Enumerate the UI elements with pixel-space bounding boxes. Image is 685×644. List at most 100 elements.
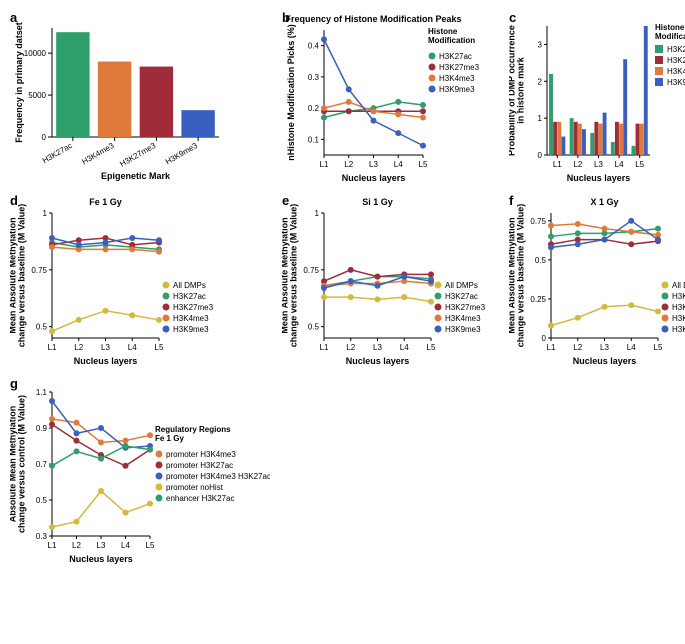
panel-f: f X 1 Gy00.250.50.75L1L2L3L4L5Nucleus la… xyxy=(509,193,685,368)
bar-H3K27ac xyxy=(56,32,89,137)
svg-text:0: 0 xyxy=(542,334,547,343)
panel-label-c: c xyxy=(509,10,516,25)
legend-marker xyxy=(435,304,442,311)
legend-label: H3K9me3 xyxy=(445,325,481,334)
legend-label: H3K9me3 xyxy=(667,78,685,87)
legend-marker xyxy=(662,304,669,311)
legend-marker xyxy=(662,315,669,322)
svg-text:0: 0 xyxy=(538,151,543,160)
svg-text:0.5: 0.5 xyxy=(36,323,48,332)
panel-label-a: a xyxy=(10,10,17,25)
marker xyxy=(602,226,608,232)
marker xyxy=(548,244,554,250)
marker xyxy=(371,118,377,124)
marker xyxy=(49,235,55,241)
svg-text:L4: L4 xyxy=(128,343,137,352)
svg-text:L5: L5 xyxy=(427,343,436,352)
svg-text:L4: L4 xyxy=(615,160,624,169)
legend-marker xyxy=(163,293,170,300)
legend-label: H3K27ac xyxy=(667,45,685,54)
legend-marker xyxy=(435,293,442,300)
svg-text:0.5: 0.5 xyxy=(308,323,320,332)
legend-label: promoter noHist xyxy=(166,483,224,492)
marker xyxy=(428,271,434,277)
legend-swatch xyxy=(655,45,663,53)
bar xyxy=(549,74,553,155)
svg-text:Nucleus layers: Nucleus layers xyxy=(346,356,410,366)
marker xyxy=(602,304,608,310)
marker xyxy=(348,294,354,300)
legend-marker xyxy=(156,495,163,502)
panel-d: d Fe 1 Gy0.50.751L1L2L3L4L5Nucleus layer… xyxy=(10,193,270,368)
line-chart-d: Fe 1 Gy0.50.751L1L2L3L4L5Nucleus layersM… xyxy=(10,193,225,368)
bar xyxy=(640,124,644,155)
marker xyxy=(395,99,401,105)
marker xyxy=(156,237,162,243)
marker xyxy=(346,108,352,114)
bar-chart-a: 0500010000H3K27acH3K4me3H3K27me3H3K9me3E… xyxy=(10,10,225,185)
marker xyxy=(49,328,55,334)
bar xyxy=(631,146,635,155)
marker xyxy=(401,294,407,300)
marker xyxy=(420,143,426,149)
legend-marker xyxy=(662,282,669,289)
marker xyxy=(123,438,129,444)
bar xyxy=(636,124,640,155)
bar xyxy=(574,122,578,155)
panel-label-g: g xyxy=(10,376,18,391)
legend-label: promoter H3K4me3 xyxy=(166,450,236,459)
line-chart-g: 0.30.50.70.91.1L1L2L3L4L5Nucleus layersA… xyxy=(10,376,270,566)
marker xyxy=(346,99,352,105)
marker xyxy=(428,278,434,284)
bar xyxy=(623,59,627,155)
marker xyxy=(395,111,401,117)
legend-swatch xyxy=(655,67,663,75)
marker xyxy=(98,439,104,445)
legend-label: H3K27ac xyxy=(672,292,685,301)
legend-label: H3K4me3 xyxy=(173,314,209,323)
svg-text:L2: L2 xyxy=(72,541,81,550)
svg-text:0.75: 0.75 xyxy=(530,217,546,226)
svg-text:0.75: 0.75 xyxy=(31,266,47,275)
svg-text:L2: L2 xyxy=(346,343,355,352)
svg-text:L1: L1 xyxy=(48,343,57,352)
legend-marker xyxy=(662,293,669,300)
marker xyxy=(628,229,634,235)
svg-text:nHistone Modification Picks (%: nHistone Modification Picks (%) xyxy=(286,24,296,161)
svg-text:L3: L3 xyxy=(369,160,378,169)
panel-c: c 0123L1L2L3L4L5Nucleus layersProbabilit… xyxy=(509,10,685,185)
svg-text:L4: L4 xyxy=(121,541,130,550)
svg-text:Histone: Histone xyxy=(428,27,458,36)
bar xyxy=(578,124,582,155)
svg-text:L5: L5 xyxy=(635,160,644,169)
legend-marker xyxy=(429,75,436,82)
svg-text:L3: L3 xyxy=(97,541,106,550)
svg-text:0.9: 0.9 xyxy=(36,424,48,433)
legend-label: H3K27ac xyxy=(445,292,478,301)
svg-text:L4: L4 xyxy=(400,343,409,352)
svg-text:Nucleus layers: Nucleus layers xyxy=(74,356,138,366)
marker xyxy=(575,315,581,321)
svg-text:0.1: 0.1 xyxy=(308,135,320,144)
svg-text:L5: L5 xyxy=(654,343,663,352)
marker xyxy=(575,221,581,227)
marker xyxy=(655,237,661,243)
svg-text:H3K4me3: H3K4me3 xyxy=(80,141,116,167)
svg-text:Fe 1 Gy: Fe 1 Gy xyxy=(89,197,122,207)
svg-text:L4: L4 xyxy=(394,160,403,169)
marker xyxy=(375,296,381,302)
marker xyxy=(123,443,129,449)
legend-marker xyxy=(662,326,669,333)
svg-text:Fe 1 Gy: Fe 1 Gy xyxy=(155,434,184,443)
svg-text:1: 1 xyxy=(538,114,543,123)
svg-text:0.7: 0.7 xyxy=(36,460,48,469)
marker xyxy=(321,294,327,300)
svg-text:0.3: 0.3 xyxy=(308,73,320,82)
bar xyxy=(570,118,574,155)
svg-text:L3: L3 xyxy=(101,343,110,352)
marker xyxy=(628,302,634,308)
legend-marker xyxy=(429,86,436,93)
bar xyxy=(557,122,561,155)
svg-text:L1: L1 xyxy=(553,160,562,169)
legend-swatch xyxy=(655,56,663,64)
